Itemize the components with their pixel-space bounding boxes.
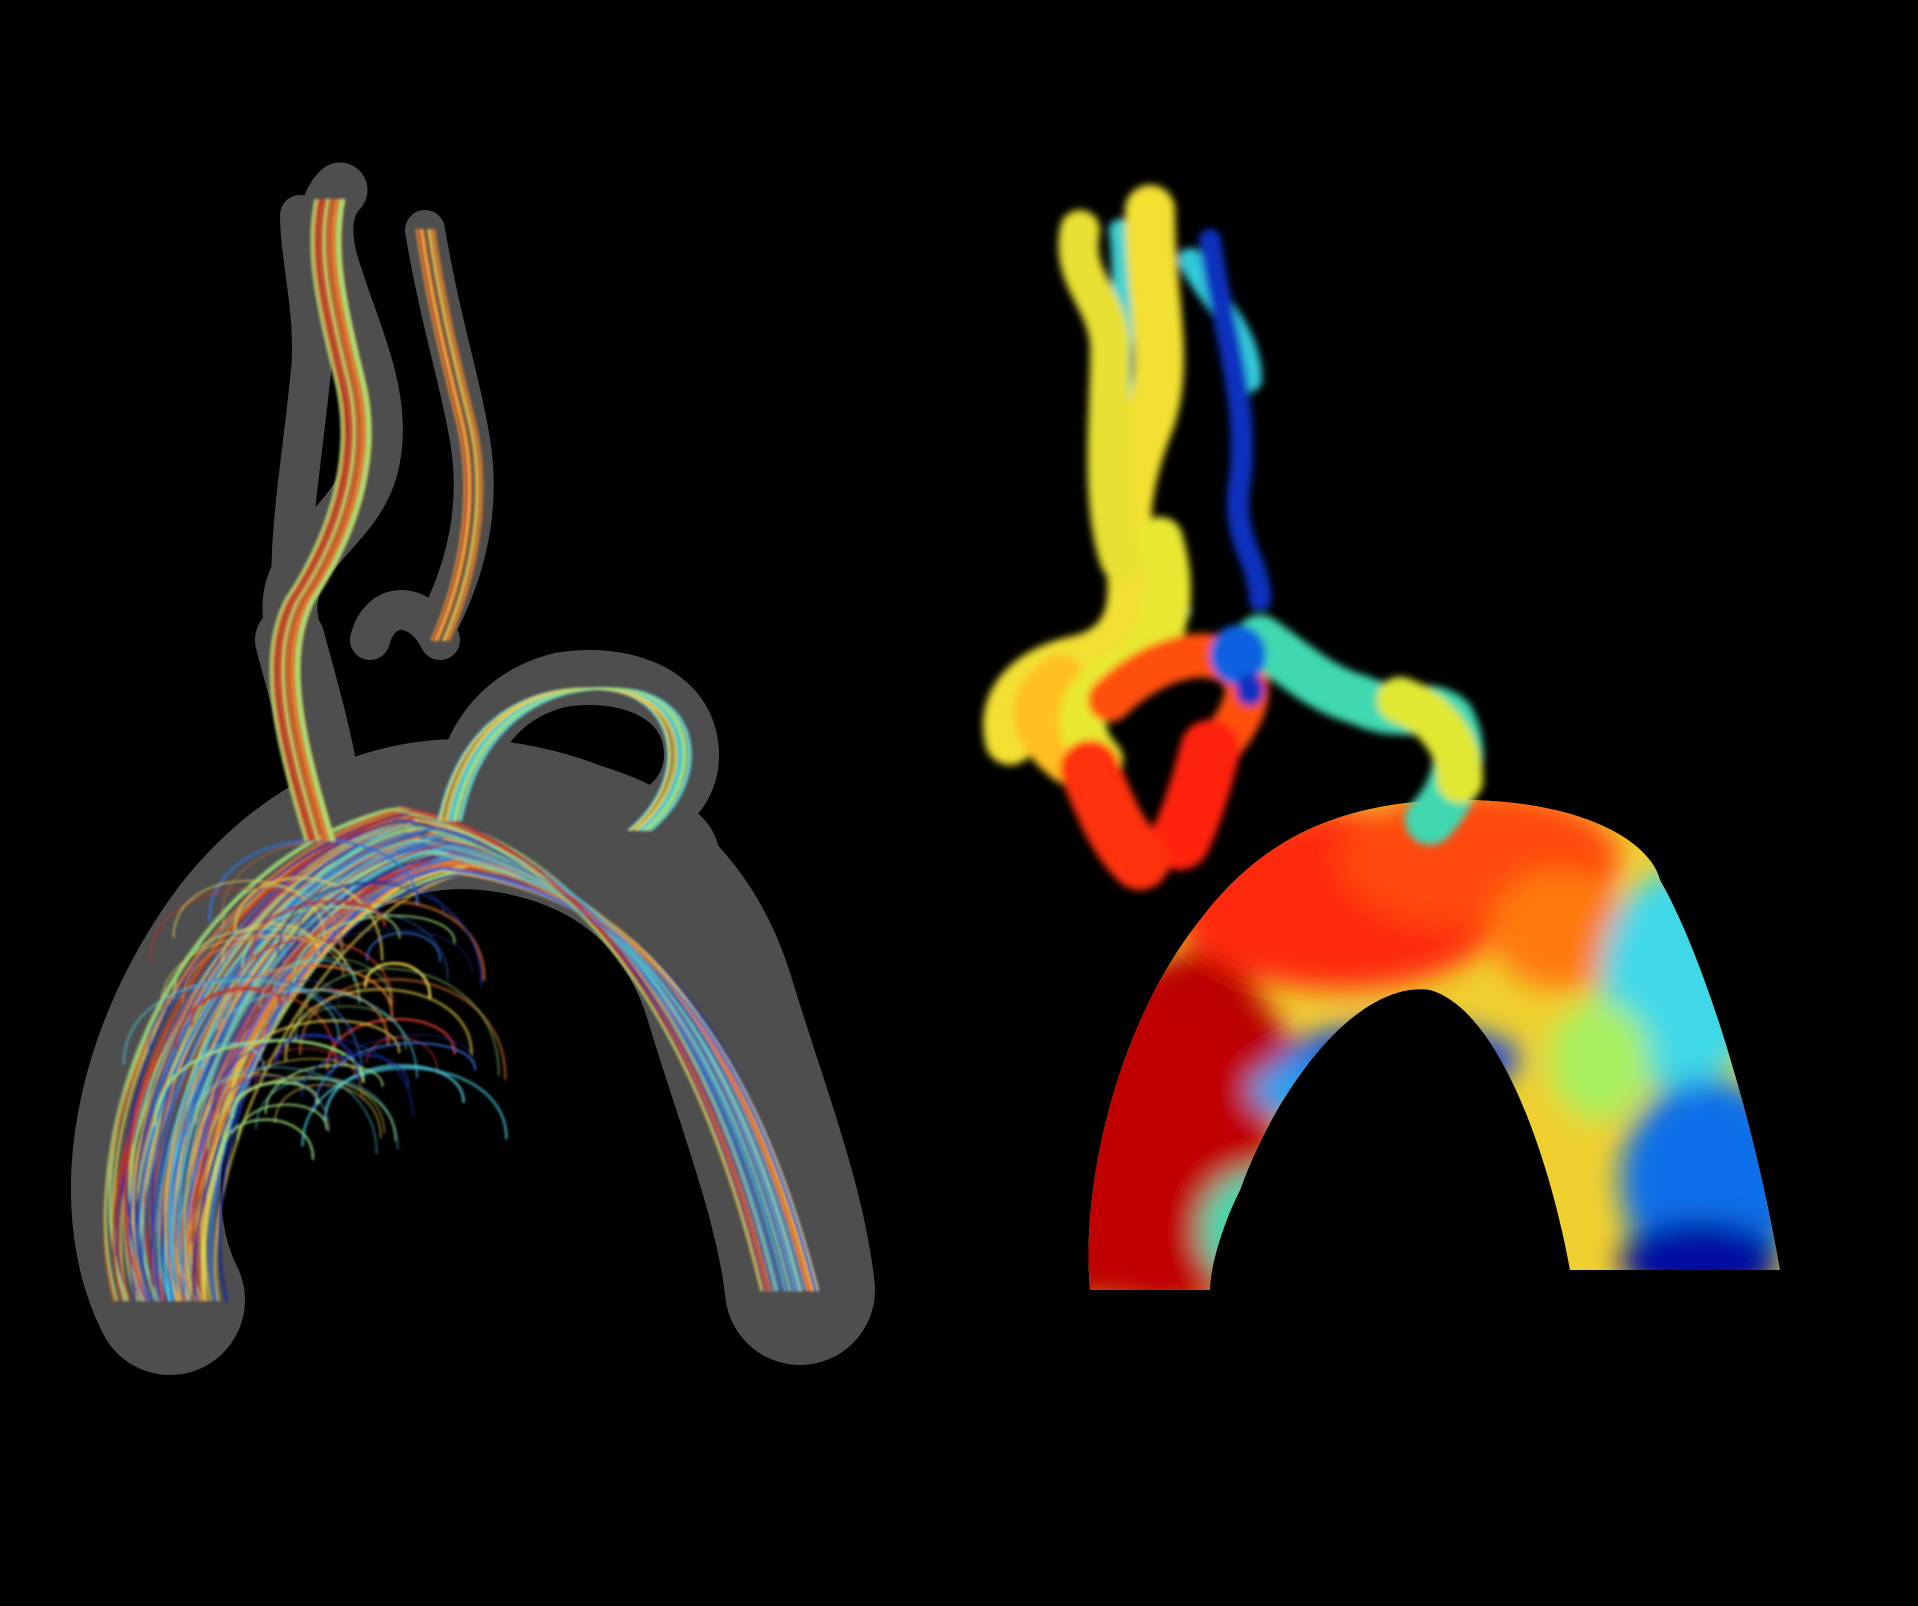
streamline xyxy=(298,978,507,1080)
streamline xyxy=(269,198,344,842)
streamline xyxy=(366,1036,439,1075)
streamline xyxy=(422,229,473,641)
volume-render-image xyxy=(983,185,1780,1290)
streamline xyxy=(207,1077,397,1151)
streamline xyxy=(300,1053,410,1098)
streamline xyxy=(219,1075,329,1131)
streamline-panel xyxy=(70,162,875,1375)
streamline xyxy=(283,198,358,842)
streamline xyxy=(431,229,482,641)
streamline xyxy=(286,199,359,841)
streamline xyxy=(276,881,483,987)
streamline xyxy=(262,988,390,1046)
streamline xyxy=(363,962,432,999)
streamline xyxy=(159,935,344,1010)
streamline xyxy=(279,198,353,842)
streamline xyxy=(427,228,478,642)
streamline xyxy=(295,198,370,842)
streamline xyxy=(284,987,473,1062)
streamline xyxy=(182,935,346,1004)
streamline-vessel-image xyxy=(70,162,875,1375)
streamline xyxy=(123,808,765,1302)
streamline xyxy=(281,910,449,981)
streamline xyxy=(307,900,486,981)
streamline xyxy=(455,687,687,832)
streamline xyxy=(233,876,384,961)
streamline xyxy=(288,199,362,841)
streamline xyxy=(172,927,361,1004)
streamline xyxy=(249,900,386,958)
streamline xyxy=(264,1064,384,1115)
streamline xyxy=(236,1103,328,1141)
streamline xyxy=(292,914,456,984)
streamline xyxy=(286,928,473,1004)
streamline xyxy=(432,228,484,642)
streamline xyxy=(190,986,283,1026)
streamline xyxy=(314,1042,477,1111)
streamline xyxy=(172,880,326,941)
streamline xyxy=(273,959,356,994)
streamline xyxy=(175,988,338,1066)
streamline xyxy=(104,807,764,1302)
streamline xyxy=(147,975,364,1080)
streamline xyxy=(277,979,340,1005)
streamline xyxy=(294,967,500,1076)
streamline xyxy=(122,978,341,1065)
streamline xyxy=(420,228,471,642)
streamline xyxy=(274,1033,360,1080)
streamline xyxy=(208,866,817,1302)
streamline xyxy=(259,957,392,1008)
streamline xyxy=(153,1039,365,1127)
streamline xyxy=(217,964,394,1035)
streamline xyxy=(186,1066,378,1154)
streamline xyxy=(149,887,344,964)
streamline xyxy=(142,831,785,1302)
streamline xyxy=(366,932,442,963)
streamline xyxy=(134,818,774,1302)
streamline xyxy=(222,1075,385,1139)
streamline xyxy=(327,1034,475,1095)
streamline xyxy=(131,814,771,1302)
streamline xyxy=(152,840,794,1302)
streamlines xyxy=(103,198,821,1302)
streamline xyxy=(292,198,367,842)
streamline xyxy=(177,844,797,1302)
streamline xyxy=(282,199,356,841)
streamline xyxy=(295,199,369,841)
volume-render-panel xyxy=(960,0,1918,1606)
streamline xyxy=(202,988,418,1079)
streamline xyxy=(212,1035,414,1117)
streamline xyxy=(418,229,469,641)
streamline xyxy=(416,228,467,642)
streamline xyxy=(299,199,372,841)
streamline xyxy=(278,199,351,841)
streamline xyxy=(323,1064,465,1122)
streamline xyxy=(274,198,348,842)
streamline xyxy=(272,199,346,841)
streamline xyxy=(168,838,793,1302)
supra-aortic-branches xyxy=(983,185,1484,890)
streamline xyxy=(196,860,812,1302)
streamline xyxy=(201,1042,265,1072)
streamline xyxy=(156,833,787,1302)
streamline xyxy=(221,1118,315,1160)
